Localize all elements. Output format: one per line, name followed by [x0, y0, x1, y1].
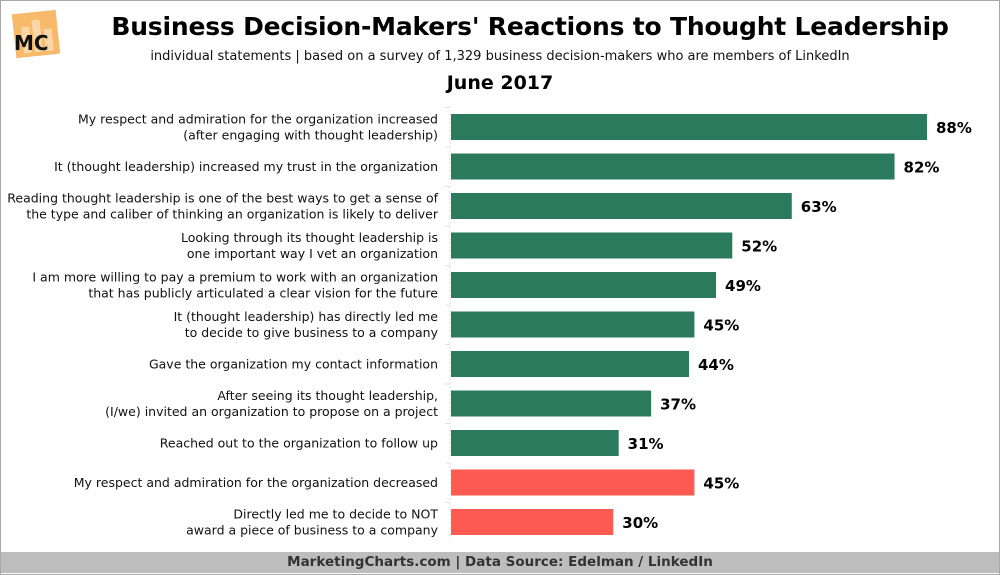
bar	[451, 232, 733, 259]
chart-title: Business Decision-Makers' Reactions to T…	[111, 12, 949, 41]
category-label-line: the type and caliber of thinking an orga…	[26, 207, 439, 222]
category-label-line: (I/we) invited an organization to propos…	[105, 404, 438, 419]
value-label: 31%	[628, 435, 664, 453]
category-label-line: My respect and admiration for the organi…	[78, 112, 438, 127]
bar	[451, 430, 619, 456]
category-label-line: It (thought leadership) increased my tru…	[54, 159, 438, 174]
category-label-line: (after engaging with thought leadership)	[183, 128, 438, 143]
logo-bar	[21, 26, 32, 54]
category-label: My respect and admiration for the organi…	[74, 475, 438, 490]
category-label-line: Looking through its thought leadership i…	[181, 230, 438, 245]
value-label: 30%	[622, 514, 658, 532]
value-label: 82%	[904, 159, 940, 177]
category-label-line: one important way I vet an organization	[187, 246, 438, 261]
category-label: I am more willing to pay a premium to wo…	[32, 270, 438, 301]
bar	[451, 351, 689, 377]
category-label-line: I am more willing to pay a premium to wo…	[32, 270, 438, 285]
value-label: 52%	[741, 238, 777, 256]
category-label: It (thought leadership) has directly led…	[174, 309, 439, 340]
category-label-line: to decide to give business to a company	[185, 325, 439, 340]
value-label: 45%	[703, 475, 739, 493]
chart-subtitle: individual statements | based on a surve…	[150, 49, 850, 64]
category-label-line: Reading thought leadership is one of the…	[7, 191, 438, 206]
bar	[451, 193, 792, 219]
value-label: 45%	[703, 317, 739, 335]
category-label: Looking through its thought leadership i…	[181, 230, 438, 261]
bar-chart: 88% My respect and admiration for the org…	[7, 106, 972, 541]
category-label-line: Reached out to the organization to follo…	[160, 436, 438, 451]
category-label: After seeing its thought leadership, (I/w…	[105, 388, 438, 419]
category-label-line: After seeing its thought leadership,	[217, 388, 438, 403]
logo-text: MC	[14, 31, 49, 55]
bar	[451, 390, 652, 417]
value-label: 63%	[801, 198, 837, 216]
category-label: Reached out to the organization to follo…	[160, 436, 438, 451]
category-label-line: that has publicly articulated a clear vi…	[88, 286, 438, 301]
value-label: 37%	[660, 396, 696, 414]
value-label: 88%	[936, 119, 972, 137]
bar	[451, 114, 927, 140]
logo-bar	[31, 19, 43, 53]
bars-group: 88% My respect and admiration for the org…	[7, 107, 972, 538]
category-label-line: Gave the organization my contact informa…	[149, 357, 438, 372]
category-label: It (thought leadership) increased my tru…	[54, 159, 438, 174]
bar	[451, 272, 717, 298]
category-label: Directly led me to decide to NOT award a …	[186, 507, 438, 538]
category-label-line: Directly led me to decide to NOT	[233, 507, 438, 522]
bar	[451, 469, 695, 496]
category-label: My respect and admiration for the organi…	[78, 112, 438, 143]
chart-period: June 2017	[446, 72, 554, 94]
category-label-line: award a piece of business to a company	[186, 523, 438, 538]
bar	[451, 509, 614, 535]
bar	[451, 153, 895, 180]
footer-source: MarketingCharts.com | Data Source: Edelm…	[1, 552, 999, 573]
value-label: 49%	[725, 277, 761, 295]
category-label-line: It (thought leadership) has directly led…	[174, 309, 439, 324]
category-label-line: My respect and admiration for the organi…	[74, 475, 438, 490]
category-label: Reading thought leadership is one of the…	[7, 191, 439, 222]
bar	[451, 311, 695, 338]
value-label: 44%	[698, 356, 734, 374]
marketingcharts-logo: MC	[11, 10, 60, 59]
category-label: Gave the organization my contact informa…	[149, 357, 438, 372]
logo-bar	[43, 28, 54, 52]
